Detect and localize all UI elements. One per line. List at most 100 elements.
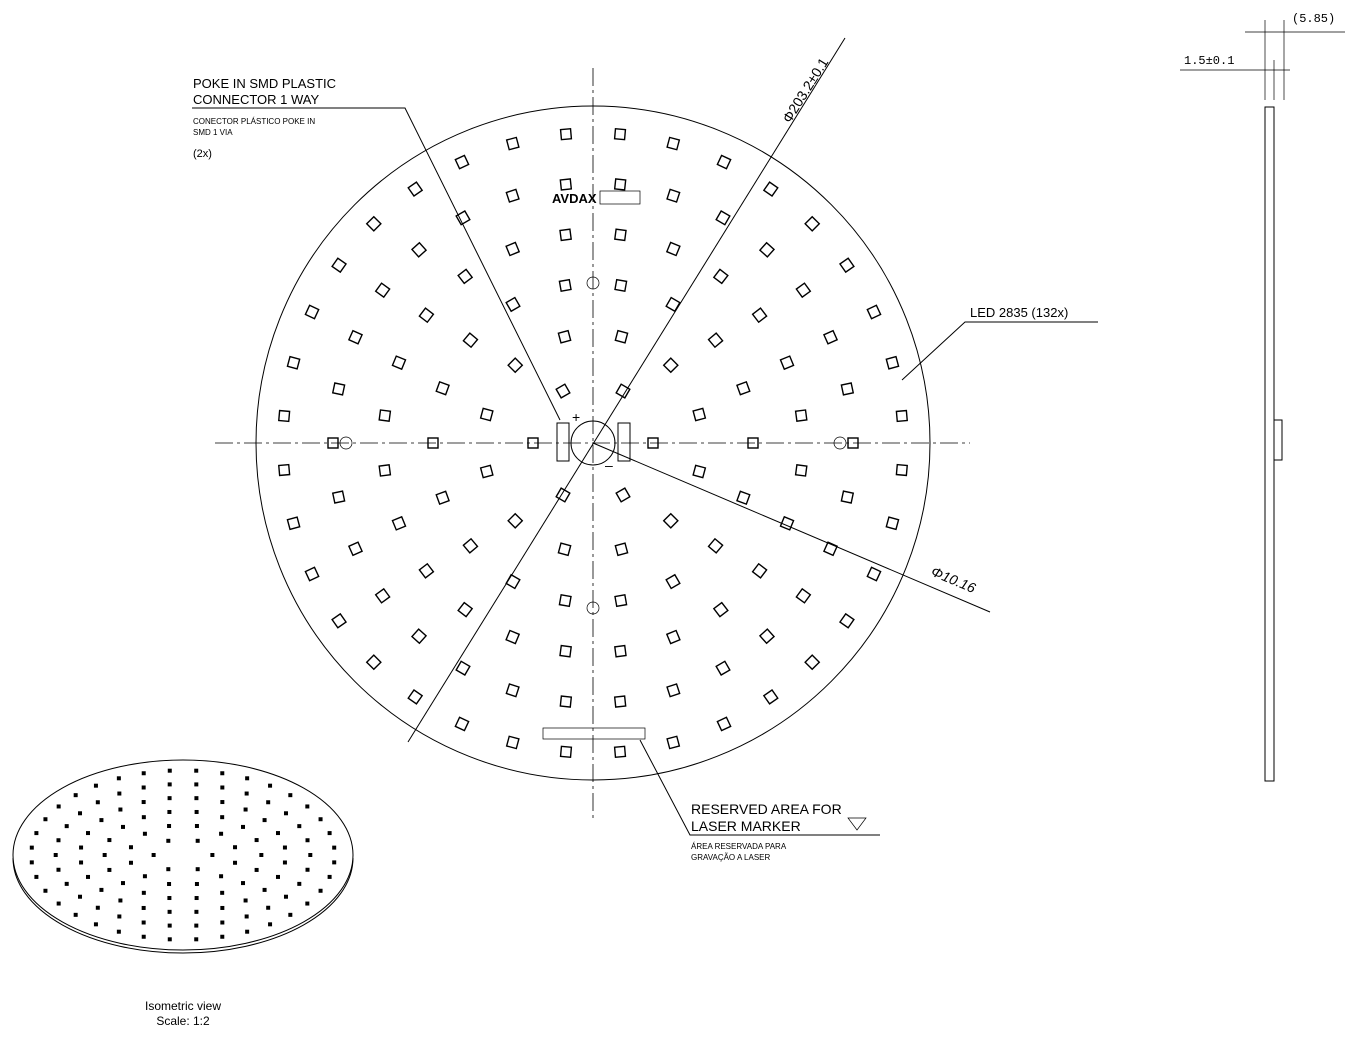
iso-led xyxy=(284,895,288,899)
laser-symbol xyxy=(848,818,866,830)
iso-led xyxy=(167,882,171,886)
led xyxy=(714,269,728,283)
iso-led xyxy=(194,937,198,941)
led xyxy=(561,129,572,140)
drawing: + – AVDAX Φ203.2±0.1 Φ10.16 POKE IN SMD … xyxy=(0,0,1365,1034)
led xyxy=(664,514,678,528)
callout-text: LED 2835 (132x) xyxy=(970,305,1068,320)
iso-led xyxy=(168,769,172,773)
iso-led xyxy=(99,818,103,822)
iso-led xyxy=(86,831,90,835)
led xyxy=(332,258,346,272)
iso-led xyxy=(121,881,125,885)
led xyxy=(664,358,678,372)
iso-led xyxy=(276,875,280,879)
led xyxy=(506,575,520,589)
led xyxy=(764,182,778,196)
iso-led xyxy=(194,910,198,914)
iso-led xyxy=(241,881,245,885)
connector xyxy=(557,423,569,461)
iso-led xyxy=(195,824,199,828)
iso-led xyxy=(94,784,98,788)
led xyxy=(287,517,299,529)
led xyxy=(615,696,626,707)
iso-led xyxy=(220,785,224,789)
led xyxy=(463,539,477,553)
iso-led xyxy=(328,831,332,835)
led xyxy=(559,280,571,292)
led xyxy=(737,382,750,395)
iso-led xyxy=(297,824,301,828)
iso-led xyxy=(196,839,200,843)
iso-led xyxy=(107,838,111,842)
led xyxy=(507,137,519,149)
iso-led xyxy=(74,913,78,917)
iso-led xyxy=(142,921,146,925)
led xyxy=(841,491,853,503)
led xyxy=(716,211,730,225)
iso-led xyxy=(194,924,198,928)
callout-text: RESERVED AREA FOR xyxy=(691,801,842,817)
iso-led xyxy=(255,838,259,842)
iso-led xyxy=(142,935,146,939)
callout-subtext: GRAVAÇÃO A LASER xyxy=(691,853,771,862)
led xyxy=(796,589,810,603)
iso-led xyxy=(245,776,249,780)
led xyxy=(737,491,750,504)
led xyxy=(287,357,299,369)
iso-led xyxy=(233,861,237,865)
led xyxy=(615,331,627,343)
led xyxy=(558,331,570,343)
led xyxy=(376,283,390,297)
iso-led xyxy=(244,808,248,812)
iso-title: Isometric view xyxy=(145,999,221,1013)
iso-led xyxy=(117,930,121,934)
led xyxy=(560,179,571,190)
iso-led xyxy=(266,906,270,910)
led xyxy=(760,629,774,643)
led xyxy=(419,564,433,578)
led xyxy=(556,384,570,398)
led xyxy=(796,465,807,476)
height-label: (5.85) xyxy=(1292,12,1335,26)
led xyxy=(780,356,793,369)
led xyxy=(886,517,898,529)
led xyxy=(379,465,390,476)
iso-led xyxy=(152,853,156,857)
iso-led xyxy=(168,796,172,800)
led xyxy=(349,331,362,344)
iso-led xyxy=(34,831,38,835)
minus-sign: – xyxy=(605,457,613,473)
iso-led xyxy=(79,860,83,864)
led xyxy=(458,603,472,617)
iso-led xyxy=(94,922,98,926)
iso-led xyxy=(220,815,224,819)
iso-led xyxy=(241,825,245,829)
iso-led xyxy=(43,817,47,821)
iso-led xyxy=(142,785,146,789)
iso-led xyxy=(259,853,263,857)
iso-led xyxy=(99,888,103,892)
led xyxy=(455,717,468,730)
led xyxy=(867,567,880,580)
connector xyxy=(618,423,630,461)
iso-led xyxy=(305,804,309,808)
iso-led xyxy=(79,846,83,850)
iso-led xyxy=(118,808,122,812)
led xyxy=(456,661,470,675)
iso-led xyxy=(167,824,171,828)
iso-led xyxy=(288,793,292,797)
iso-led xyxy=(308,853,312,857)
iso-led xyxy=(86,875,90,879)
led xyxy=(436,491,449,504)
led xyxy=(508,514,522,528)
plus-sign: + xyxy=(572,409,580,425)
hole-label: Φ10.16 xyxy=(929,563,978,596)
led xyxy=(841,383,853,395)
iso-led xyxy=(283,860,287,864)
led xyxy=(615,646,626,657)
iso-led xyxy=(220,891,224,895)
led xyxy=(667,630,680,643)
iso-led xyxy=(305,902,309,906)
led xyxy=(824,331,837,344)
